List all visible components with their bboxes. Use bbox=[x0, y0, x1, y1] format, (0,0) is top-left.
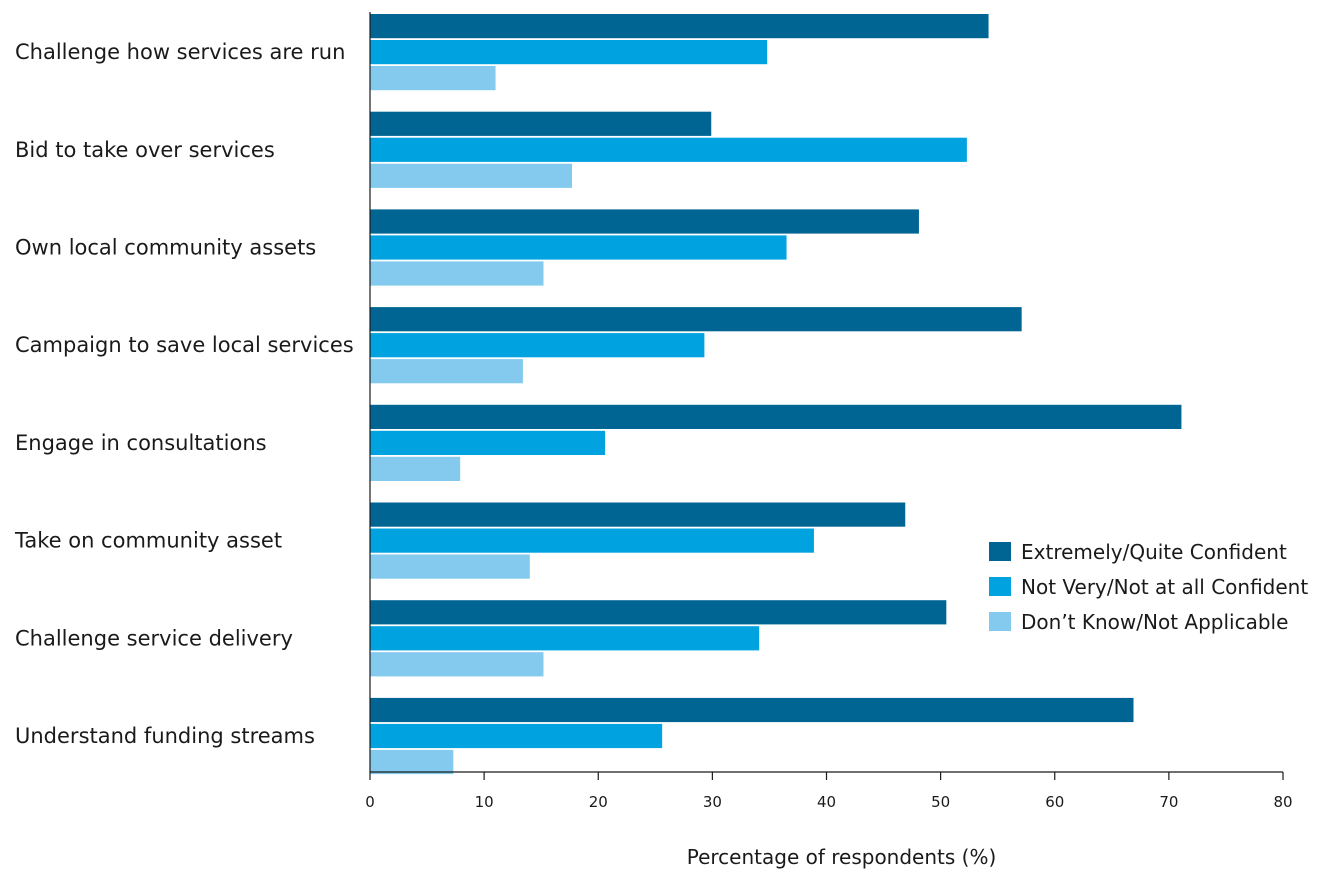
bar bbox=[370, 723, 663, 749]
bar bbox=[370, 359, 523, 384]
x-tick-label: 60 bbox=[1045, 793, 1064, 811]
bar bbox=[370, 14, 989, 39]
category-label: Engage in consultations bbox=[15, 431, 267, 455]
bars-group bbox=[370, 14, 1182, 775]
legend-swatch bbox=[989, 577, 1011, 596]
bar bbox=[370, 749, 454, 775]
legend-swatch bbox=[989, 542, 1011, 561]
x-tick-label: 10 bbox=[475, 793, 494, 811]
category-label: Bid to take over services bbox=[15, 138, 275, 162]
bar bbox=[370, 66, 496, 91]
x-tick-label: 50 bbox=[931, 793, 950, 811]
x-tick-label: 40 bbox=[817, 793, 836, 811]
x-tick-label: 70 bbox=[1159, 793, 1178, 811]
bar bbox=[370, 163, 573, 188]
category-label: Challenge how services are run bbox=[15, 40, 345, 64]
legend-swatch bbox=[989, 612, 1011, 631]
bar bbox=[370, 307, 1022, 332]
bar bbox=[370, 456, 461, 481]
bar bbox=[370, 652, 544, 677]
bar bbox=[370, 697, 1134, 723]
bar bbox=[370, 261, 544, 286]
bar bbox=[370, 40, 768, 65]
category-labels: Challenge how services are run Bid to tak… bbox=[14, 40, 354, 748]
bar bbox=[370, 333, 705, 358]
bar bbox=[370, 502, 906, 527]
legend: Extremely/Quite Confident Not Very/Not at… bbox=[989, 540, 1308, 634]
bar bbox=[370, 554, 530, 579]
bar bbox=[370, 600, 947, 625]
x-axis-ticks: 0 10 20 30 40 50 60 70 80 bbox=[365, 772, 1293, 811]
category-label: Understand funding streams bbox=[15, 724, 315, 748]
x-axis-title: Percentage of respondents (%) bbox=[687, 845, 997, 869]
x-tick-label: 80 bbox=[1273, 793, 1292, 811]
bar bbox=[370, 137, 967, 162]
x-tick-label: 20 bbox=[589, 793, 608, 811]
bar bbox=[370, 430, 606, 455]
x-tick-label: 0 bbox=[365, 793, 375, 811]
x-tick-label: 30 bbox=[703, 793, 722, 811]
bar bbox=[370, 111, 712, 136]
category-label: Take on community asset bbox=[14, 529, 282, 553]
category-label: Campaign to save local services bbox=[15, 333, 354, 357]
bar bbox=[370, 528, 814, 553]
bar bbox=[370, 626, 760, 651]
bar bbox=[370, 235, 787, 260]
legend-label: Don’t Know/Not Applicable bbox=[1021, 610, 1288, 634]
legend-label: Not Very/Not at all Confident bbox=[1021, 575, 1308, 599]
bar bbox=[370, 404, 1182, 429]
category-label: Own local community assets bbox=[15, 236, 316, 260]
legend-label: Extremely/Quite Confident bbox=[1021, 540, 1287, 564]
bar bbox=[370, 209, 919, 234]
category-label: Challenge service delivery bbox=[15, 626, 293, 650]
